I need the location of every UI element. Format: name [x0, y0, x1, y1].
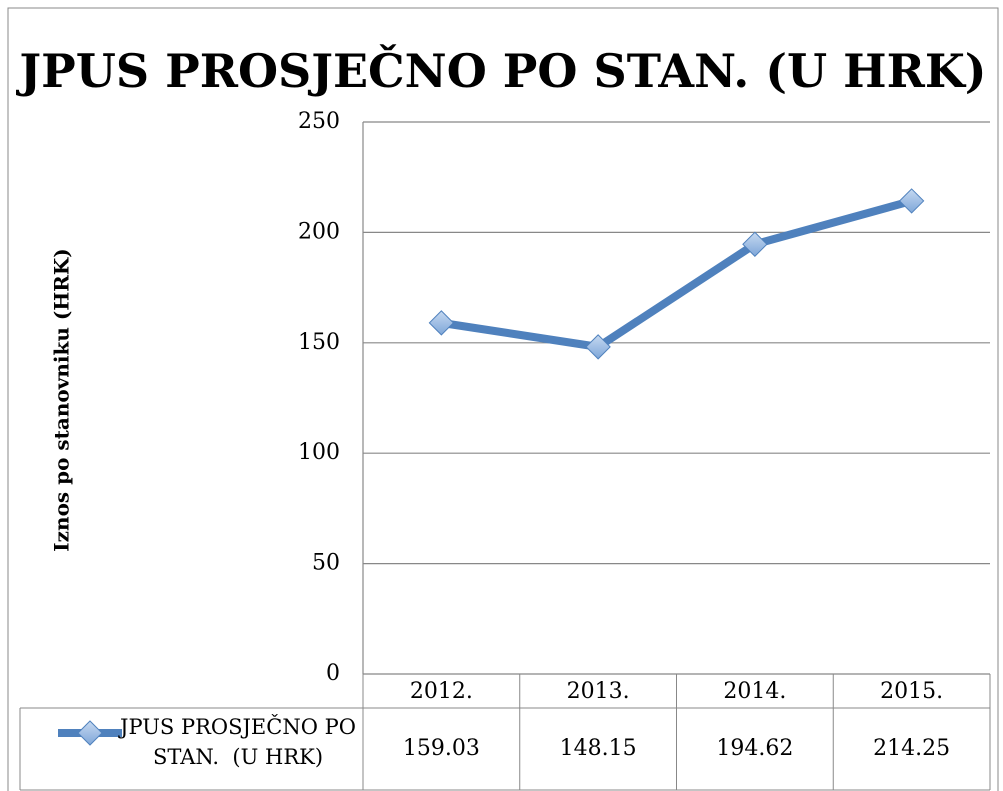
y-tick-label: 250 — [298, 109, 340, 134]
line-series — [440, 197, 913, 351]
table-value: 148.15 — [560, 736, 637, 761]
marker — [898, 188, 925, 214]
table-value: 214.25 — [873, 736, 950, 761]
y-tick-label: 50 — [312, 551, 340, 576]
marker — [742, 231, 768, 257]
table-value: 194.62 — [716, 736, 793, 761]
legend-label: JPUS PROSJEČNO PO STAN. (U HRK) — [120, 715, 363, 769]
x-tick-label: 2014. — [723, 679, 786, 704]
y-tick-label: 100 — [298, 440, 340, 465]
x-tick-label: 2015. — [880, 679, 943, 704]
x-tick-label: 2013. — [567, 679, 630, 704]
legend-marker — [77, 720, 103, 746]
table-value: 159.03 — [403, 736, 480, 761]
marker — [585, 334, 611, 360]
chart-title: JPUS PROSJEČNO PO STAN. (U HRK) — [15, 43, 986, 98]
chart-border — [7, 7, 999, 791]
marker — [428, 310, 455, 336]
y-tick-label: 150 — [298, 330, 340, 355]
x-tick-label: 2012. — [410, 679, 473, 704]
y-tick-label: 200 — [298, 219, 340, 244]
y-axis-label: Iznos po stanovniku (HRK) — [50, 248, 74, 551]
y-tick-label: 0 — [326, 661, 340, 686]
